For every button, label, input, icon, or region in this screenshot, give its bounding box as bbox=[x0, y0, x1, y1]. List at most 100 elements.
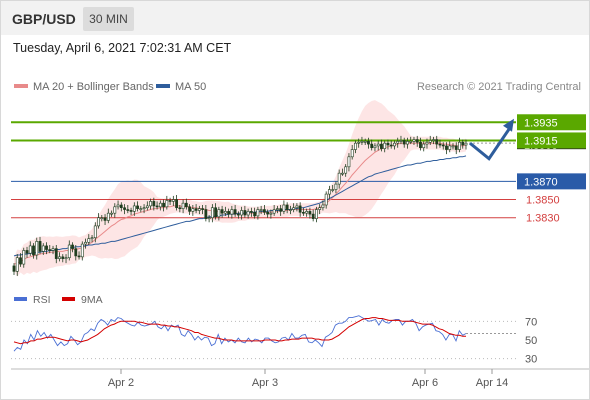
candle-body bbox=[93, 225, 97, 239]
candle-body bbox=[61, 256, 65, 259]
candle-body bbox=[32, 245, 35, 256]
candle-body bbox=[113, 206, 117, 214]
candle-body bbox=[168, 200, 172, 202]
level-label-resistance: 1.3935 bbox=[524, 117, 558, 129]
candle-body bbox=[337, 172, 341, 185]
candle-body bbox=[58, 256, 61, 259]
candle-body bbox=[38, 241, 42, 252]
candle-body bbox=[363, 141, 367, 143]
date-line: Tuesday, April 6, 2021 7:02:31 AM CET bbox=[13, 41, 232, 55]
header-bar: GBP/USD 30 MIN bbox=[1, 1, 589, 35]
candle-body bbox=[35, 241, 39, 256]
level-label-resistance: 1.3915 bbox=[524, 135, 558, 147]
candle-body bbox=[331, 189, 335, 191]
level-tag-pivot bbox=[517, 173, 586, 190]
candle-body bbox=[402, 140, 406, 145]
candle-body bbox=[48, 249, 52, 251]
candle-body bbox=[464, 142, 468, 146]
candle-body bbox=[435, 139, 439, 145]
bollinger-band-area bbox=[14, 100, 466, 277]
candle-body bbox=[367, 141, 370, 145]
rsi-tick-label: 30 bbox=[525, 354, 537, 366]
scenario-arrow bbox=[469, 118, 514, 161]
candle-body bbox=[84, 241, 87, 245]
candle-body bbox=[458, 141, 461, 150]
candle-body bbox=[12, 265, 16, 272]
candle-body bbox=[149, 201, 152, 207]
candle-body bbox=[396, 141, 400, 144]
candle-body bbox=[415, 139, 419, 143]
rsi-legend-swatch bbox=[14, 297, 27, 301]
candle-body bbox=[409, 141, 413, 143]
candle-body bbox=[334, 183, 338, 190]
candle-body bbox=[344, 166, 348, 174]
candle-body bbox=[292, 207, 296, 210]
candle-body bbox=[412, 139, 416, 142]
symbol-title: GBP/USD bbox=[12, 11, 76, 27]
candle-body bbox=[376, 143, 380, 147]
candle-body bbox=[220, 209, 224, 214]
candle-body bbox=[191, 208, 195, 212]
candle-body bbox=[54, 248, 58, 259]
candle-body bbox=[214, 207, 218, 218]
candle-body bbox=[77, 255, 81, 258]
x-tick-label: Apr 14 bbox=[476, 377, 508, 389]
candle-body bbox=[406, 141, 409, 145]
candle-body bbox=[272, 209, 276, 214]
scenario-path bbox=[469, 126, 512, 161]
candle-body bbox=[386, 142, 390, 146]
candle-body bbox=[266, 211, 270, 215]
candle-body bbox=[152, 201, 156, 207]
candle-body bbox=[285, 204, 289, 210]
candlesticks bbox=[12, 135, 468, 276]
candle-body bbox=[201, 208, 205, 210]
candle-body bbox=[103, 217, 107, 221]
candle-body bbox=[240, 210, 244, 216]
scenario-arrowhead bbox=[503, 118, 514, 132]
timeframe-badge[interactable]: 30 MIN bbox=[83, 7, 134, 31]
candle-body bbox=[15, 257, 19, 272]
x-axis-ticks: Apr 2 Apr 3 Apr 6 Apr 14 bbox=[108, 369, 508, 389]
candle-body bbox=[126, 209, 130, 211]
candle-body bbox=[178, 207, 182, 210]
candle-body bbox=[100, 217, 104, 220]
level-tag-resistance bbox=[517, 132, 586, 149]
candle-body bbox=[136, 205, 139, 209]
candle-body bbox=[194, 208, 198, 211]
candle-body bbox=[97, 217, 100, 227]
x-tick-label: Apr 6 bbox=[412, 377, 438, 389]
candle-body bbox=[139, 208, 143, 210]
candle-body bbox=[305, 211, 309, 214]
candle-body bbox=[321, 204, 325, 209]
candle-body bbox=[123, 207, 126, 210]
candle-body bbox=[171, 199, 175, 202]
candle-body bbox=[155, 205, 159, 208]
candle-body bbox=[45, 245, 48, 250]
candle-body bbox=[448, 145, 452, 150]
candle-body bbox=[311, 213, 315, 219]
candle-body bbox=[259, 209, 263, 211]
candle-body bbox=[373, 145, 377, 149]
candle-body bbox=[422, 143, 426, 149]
candle-body bbox=[210, 207, 214, 219]
candle-body bbox=[262, 209, 266, 213]
nine-ma-legend-label: 9MA bbox=[81, 294, 103, 306]
candle-body bbox=[184, 202, 188, 208]
candle-body bbox=[454, 145, 458, 150]
nine-ma-line bbox=[13, 317, 466, 345]
level-tag-resistance bbox=[517, 114, 586, 131]
rsi-pane: 70 50 30 bbox=[11, 315, 537, 366]
candle-body bbox=[233, 209, 237, 215]
candle-body bbox=[298, 205, 302, 213]
ma50-legend-label: MA 50 bbox=[175, 81, 206, 93]
candle-body bbox=[67, 244, 71, 259]
candle-body bbox=[295, 205, 299, 209]
candle-body bbox=[217, 209, 221, 218]
candle-body bbox=[318, 207, 322, 210]
candle-body bbox=[230, 209, 234, 215]
key-levels bbox=[11, 121, 516, 219]
candle-body bbox=[51, 248, 55, 251]
ma50-legend-swatch bbox=[156, 84, 170, 88]
candle-body bbox=[87, 238, 91, 243]
candle-body bbox=[71, 244, 74, 249]
